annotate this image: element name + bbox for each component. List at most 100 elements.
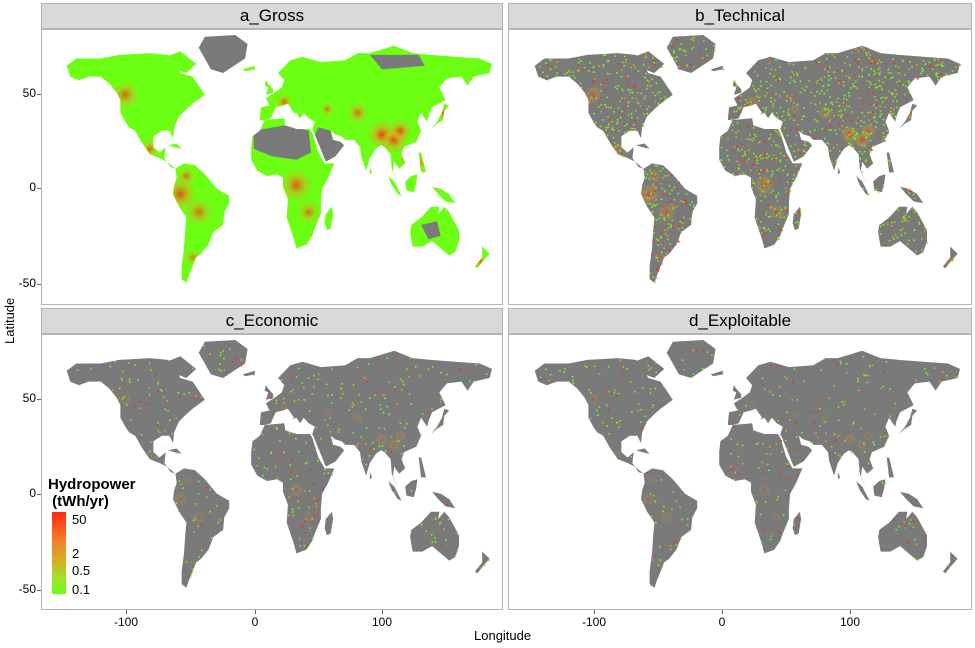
- hotspot: [757, 483, 771, 497]
- hotspot: [394, 430, 406, 442]
- hotspot: [279, 168, 314, 203]
- world-map-economic: [66, 340, 492, 588]
- land-northAmerica: [534, 358, 673, 474]
- hotspot: [375, 433, 389, 446]
- hotspot: [184, 197, 214, 227]
- map-panel-technical: [508, 29, 972, 305]
- y-tick-mark: [37, 590, 41, 591]
- hotspot: [388, 439, 401, 451]
- legend-title: Hydropower (tWh/yr): [48, 476, 136, 510]
- land-eurasia: [727, 350, 960, 489]
- y-tick-mark: [37, 94, 41, 95]
- panel-b-strip: b_Technical: [508, 3, 972, 29]
- hotspot: [445, 76, 465, 96]
- hotspot: [860, 122, 877, 139]
- legend-label: 50: [72, 512, 87, 527]
- land-madagascar: [324, 511, 334, 536]
- land-cuba: [636, 448, 650, 454]
- hotspot: [587, 393, 600, 406]
- hotspot: [188, 558, 197, 567]
- x-tick-mark: [594, 610, 595, 614]
- land-northAmerica: [534, 53, 673, 169]
- hotspot: [919, 386, 928, 395]
- land-newGuinea: [432, 491, 456, 509]
- hotspot: [426, 494, 436, 504]
- hotspot: [790, 104, 800, 115]
- land-borneo: [405, 174, 418, 193]
- hotspot: [402, 458, 411, 468]
- land-northAmerica: [66, 53, 205, 169]
- land-baffin: [630, 51, 665, 73]
- hotspot: [181, 476, 191, 486]
- land-iceland: [710, 370, 723, 377]
- y-tick-mark: [37, 494, 41, 495]
- hotspot: [647, 169, 661, 183]
- land-arabia: [314, 432, 345, 467]
- hotspot: [410, 155, 428, 172]
- y-tick-mark: [37, 284, 41, 285]
- x-tick-mark: [722, 610, 723, 614]
- land-japan: [898, 408, 918, 434]
- hotspot: [907, 414, 915, 422]
- world-map-gross: [66, 35, 492, 283]
- panel-a-title: a_Gross: [239, 6, 305, 25]
- land-sumatra: [856, 176, 870, 196]
- land-borneo: [405, 479, 418, 498]
- land-baffin: [162, 356, 197, 378]
- hotspot: [656, 558, 665, 567]
- legend: Hydropower (tWh/yr) 50 2 0.5 0.1: [48, 476, 168, 600]
- hotspot: [791, 410, 799, 418]
- legend-label: 0.5: [72, 563, 91, 578]
- land-borneo: [873, 479, 886, 498]
- hotspot: [184, 249, 201, 266]
- land-madagascar: [792, 206, 802, 231]
- land-eurasia: [727, 45, 960, 184]
- y-tick-label: -50: [18, 276, 36, 290]
- land-uk: [264, 80, 274, 95]
- land-cuba: [636, 143, 650, 149]
- x-tick-label: 0: [251, 615, 259, 629]
- land-iceland: [242, 370, 255, 377]
- hotspot: [450, 386, 460, 396]
- y-axis-title: Latitude: [2, 297, 17, 344]
- panel-d-title: d_Exploitable: [688, 311, 792, 330]
- land-arabia: [782, 432, 813, 467]
- hotspot: [657, 202, 677, 222]
- land-cuba: [168, 448, 182, 454]
- land-southAmerica: [641, 163, 698, 283]
- hydropower-overlay: [583, 79, 953, 266]
- hotspot: [289, 482, 304, 498]
- land-cuba: [168, 143, 182, 149]
- land-northAmerica: [66, 358, 205, 474]
- x-tick-label: 100: [371, 615, 393, 629]
- river-cells: [76, 344, 490, 577]
- hotspot: [280, 402, 289, 412]
- land-sumatra: [388, 176, 402, 196]
- hotspot: [173, 491, 188, 507]
- land-uk: [732, 385, 742, 400]
- hotspot: [768, 204, 785, 221]
- hotspot: [660, 511, 673, 523]
- legend-label: 2: [72, 546, 80, 561]
- river-cells: [539, 349, 957, 587]
- land-greenland: [666, 340, 716, 378]
- land-greenland: [666, 35, 716, 73]
- land-eurasia: [259, 45, 492, 184]
- hotspot: [439, 414, 447, 422]
- land-newGuinea: [900, 491, 924, 509]
- hotspot: [870, 459, 879, 467]
- hotspot: [844, 433, 856, 446]
- panel-c-strip: c_Economic: [41, 308, 503, 334]
- hotspot: [583, 85, 603, 105]
- panel-a-strip: a_Gross: [41, 3, 503, 29]
- land-madagascar: [324, 206, 334, 231]
- land-japan: [430, 408, 450, 434]
- hotspot: [398, 149, 415, 167]
- y-tick-label: 0: [29, 486, 36, 500]
- x-tick-mark: [382, 610, 383, 614]
- hotspot: [118, 393, 132, 407]
- hotspot: [818, 105, 833, 121]
- x-axis-title: Longitude: [474, 628, 532, 643]
- land-newZealand: [474, 551, 490, 574]
- panel-d-strip: d_Exploitable: [508, 308, 972, 334]
